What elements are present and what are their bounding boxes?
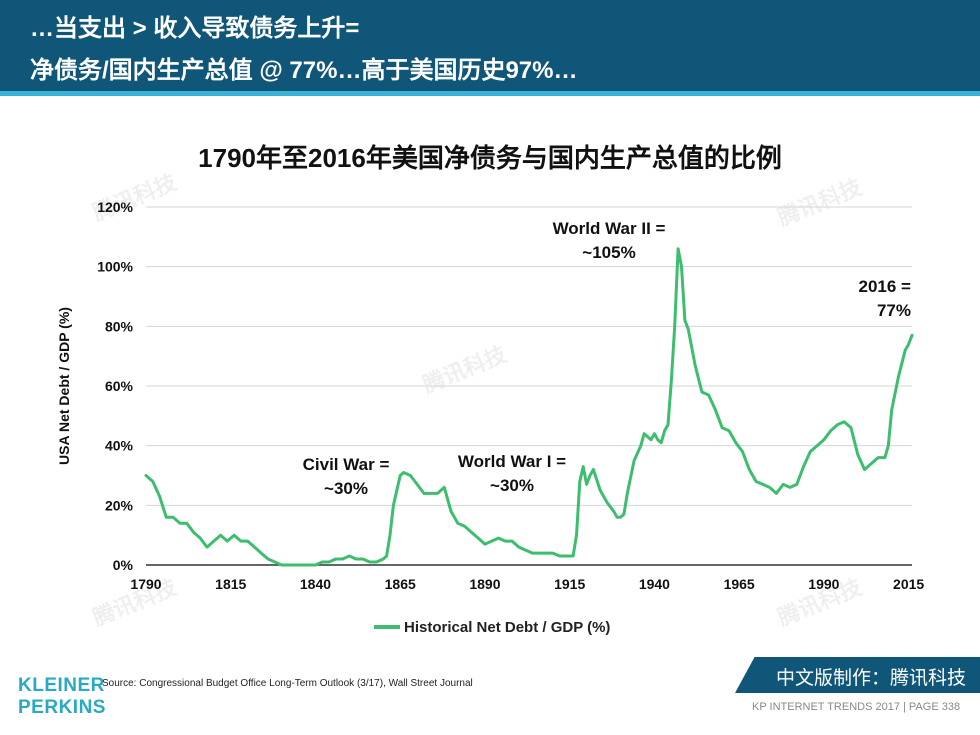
annotation-value: ~30% xyxy=(490,476,534,495)
header-line-2: 净债务/国内生产总值 @ 77%…高于美国历史97%… xyxy=(30,57,578,84)
annotation-value: ~105% xyxy=(582,243,635,262)
logo-line-2: PERKINS xyxy=(18,697,106,718)
annotation-label: 2016 = xyxy=(859,277,912,296)
page-footer: KP INTERNET TRENDS 2017 | PAGE 338 xyxy=(752,701,961,713)
legend-label: Historical Net Debt / GDP (%) xyxy=(404,619,610,636)
x-tick-label: 1940 xyxy=(639,576,670,592)
y-tick-label: 120% xyxy=(97,199,133,215)
y-tick-label: 20% xyxy=(105,497,134,513)
y-tick-label: 100% xyxy=(97,259,133,275)
y-tick-label: 40% xyxy=(105,438,134,454)
header-line-1: …当支出 > 收入导致债务上升= xyxy=(30,15,360,42)
annotation-value: 77% xyxy=(877,301,911,320)
y-tick-label: 0% xyxy=(113,557,134,573)
x-tick-label: 1815 xyxy=(215,576,246,592)
series-line xyxy=(144,247,914,567)
x-tick-label: 1890 xyxy=(469,576,500,592)
y-tick-label: 80% xyxy=(105,318,134,334)
annotation-value: ~30% xyxy=(324,479,368,498)
logo-line-1: KLEINER xyxy=(18,675,105,696)
x-tick-label: 1840 xyxy=(300,576,331,592)
header-bar: …当支出 > 收入导致债务上升= 净债务/国内生产总值 @ 77%…高于美国历史… xyxy=(0,0,980,91)
badge-text: 中文版制作：腾讯科技 xyxy=(775,668,966,689)
kleiner-perkins-logo: KLEINER PERKINS xyxy=(18,675,106,719)
line-chart: 0% 20% 40% 60% 80% 100% 120% 1790 1815 1840 1865 18… xyxy=(56,199,924,636)
x-tick-label: 1865 xyxy=(385,576,416,592)
x-tick-label: 1965 xyxy=(724,576,755,592)
x-tick-label: 1915 xyxy=(554,576,585,592)
header-accent-stripe xyxy=(0,91,980,96)
chart-title: 1790年至2016年美国净债务与国内生产总值的比例 xyxy=(198,143,782,173)
chinese-edition-badge: 中文版制作：腾讯科技 xyxy=(735,657,980,693)
x-tick-label: 1990 xyxy=(808,576,839,592)
y-axis-title: USA Net Debt / GDP (%) xyxy=(56,307,72,465)
annotation-label: World War II = xyxy=(553,219,666,238)
y-tick-label: 60% xyxy=(105,378,134,394)
source-note: Source: Congressional Budget Office Long… xyxy=(102,678,473,689)
annotation-label: Civil War = xyxy=(303,455,390,474)
annotation-label: World War I = xyxy=(458,452,566,471)
x-tick-label: 1790 xyxy=(130,576,161,592)
x-tick-label: 2015 xyxy=(893,576,924,592)
